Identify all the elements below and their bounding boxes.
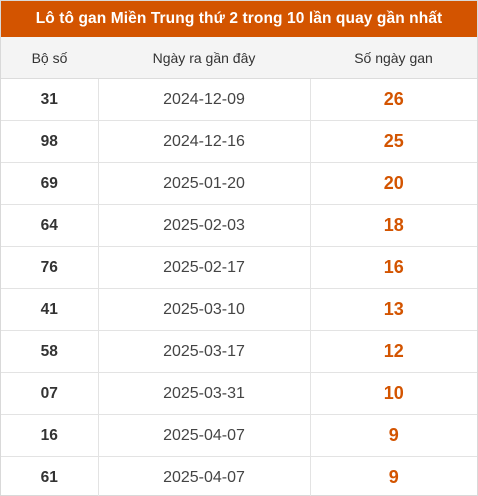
number-cell: 61 bbox=[1, 456, 99, 496]
gan-days-cell: 10 bbox=[310, 372, 477, 415]
number-cell: 16 bbox=[1, 414, 99, 457]
table-row: 58 2025-03-17 12 bbox=[1, 330, 477, 373]
last-date-cell: 2025-02-03 bbox=[98, 204, 311, 247]
table-row: 69 2025-01-20 20 bbox=[1, 162, 477, 205]
last-date-cell: 2025-04-07 bbox=[98, 456, 311, 496]
gan-days-cell: 26 bbox=[310, 78, 477, 121]
number-cell: 69 bbox=[1, 162, 99, 205]
table-row: 31 2024-12-09 26 bbox=[1, 78, 477, 121]
last-date-cell: 2024-12-16 bbox=[98, 120, 311, 163]
column-header-number: Bộ số bbox=[1, 37, 98, 79]
table-row: 07 2025-03-31 10 bbox=[1, 372, 477, 415]
table-row: 98 2024-12-16 25 bbox=[1, 120, 477, 163]
number-cell: 98 bbox=[1, 120, 99, 163]
gan-days-cell: 18 bbox=[310, 204, 477, 247]
gan-days-cell: 9 bbox=[388, 467, 399, 487]
table-row: 64 2025-02-03 18 bbox=[1, 204, 477, 247]
gan-days-cell: 13 bbox=[310, 288, 477, 331]
last-date-cell: 2025-04-07 bbox=[98, 414, 311, 457]
column-header-gan-days: Số ngày gan bbox=[310, 37, 477, 79]
column-header-last-date: Ngày ra gần đây bbox=[98, 37, 310, 79]
number-cell: 58 bbox=[1, 330, 99, 373]
table-header-row: Bộ số Ngày ra gần đây Số ngày gan bbox=[1, 37, 477, 79]
table-row: 16 2025-04-07 9 bbox=[1, 414, 477, 457]
last-date-cell: 2025-03-17 bbox=[98, 330, 311, 373]
number-cell: 41 bbox=[1, 288, 99, 331]
table-title: Lô tô gan Miền Trung thứ 2 trong 10 lần … bbox=[1, 1, 477, 37]
number-cell: 64 bbox=[1, 204, 99, 247]
last-date-cell: 2025-03-10 bbox=[98, 288, 311, 331]
gan-days-cell: 9 bbox=[310, 414, 477, 457]
lo-gan-table: Bộ số Ngày ra gần đây Số ngày gan 31 202… bbox=[1, 37, 477, 496]
number-cell: 76 bbox=[1, 246, 99, 289]
last-date-cell: 2025-02-17 bbox=[98, 246, 311, 289]
last-date-cell: 2024-12-09 bbox=[98, 78, 311, 121]
last-date-cell: 2025-01-20 bbox=[98, 162, 311, 205]
number-cell: 07 bbox=[1, 372, 99, 415]
table-row: 76 2025-02-17 16 bbox=[1, 246, 477, 289]
number-cell: 31 bbox=[1, 78, 99, 121]
last-date-cell: 2025-03-31 bbox=[98, 372, 311, 415]
gan-days-cell: 16 bbox=[310, 246, 477, 289]
gan-days-cell: 12 bbox=[310, 330, 477, 373]
table-row: 41 2025-03-10 13 bbox=[1, 288, 477, 331]
table-row: 61 2025-04-07 9 bbox=[1, 456, 477, 496]
gan-days-cell: 25 bbox=[310, 120, 477, 163]
gan-days-cell: 20 bbox=[310, 162, 477, 205]
